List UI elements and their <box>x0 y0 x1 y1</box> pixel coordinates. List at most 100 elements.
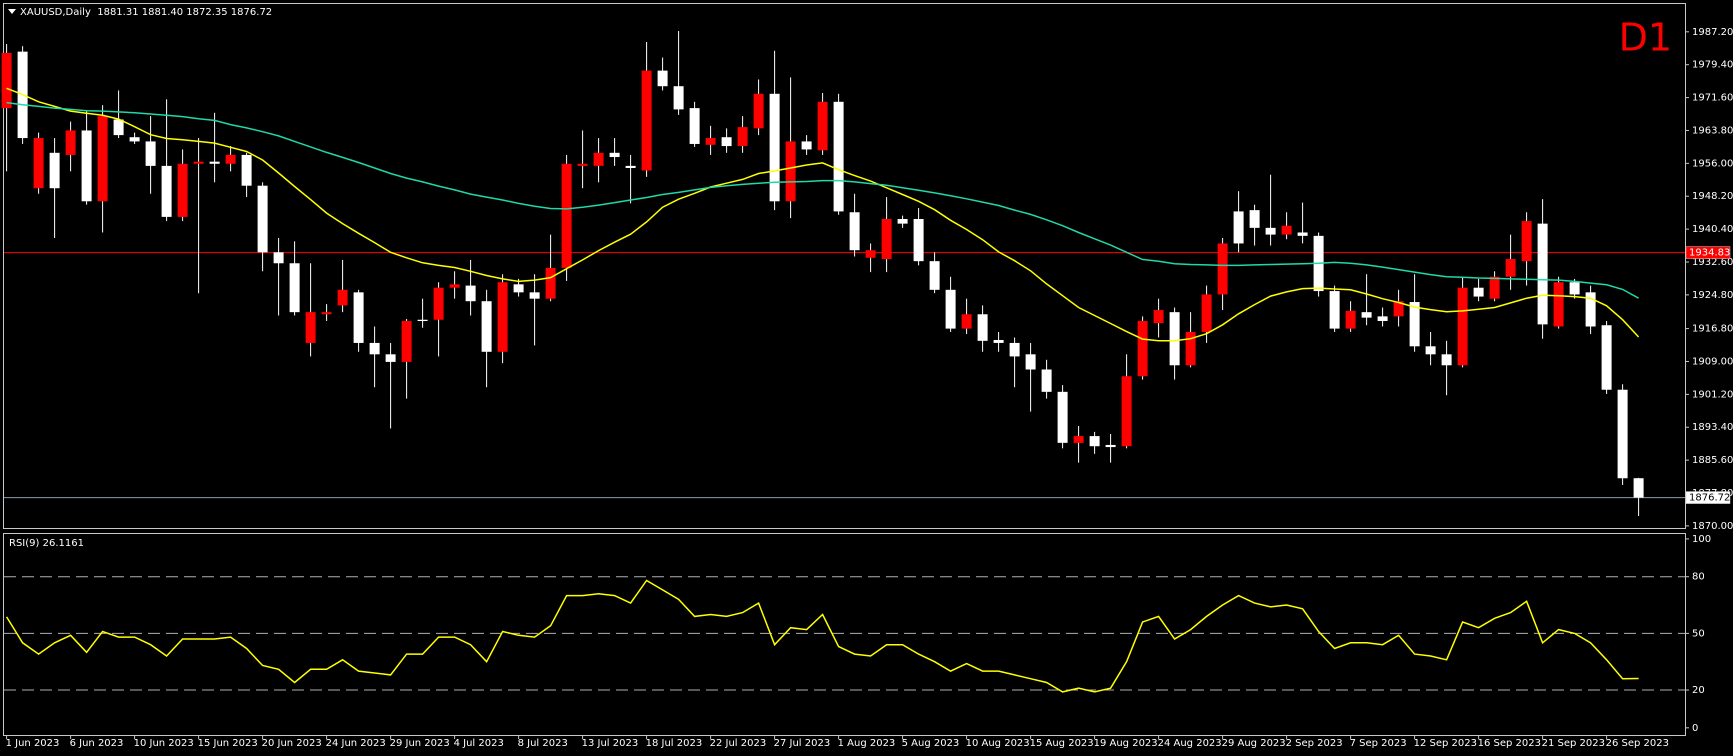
candle-body <box>977 314 988 341</box>
y-tick-label: 0 <box>1692 723 1698 734</box>
candle-body <box>1057 391 1068 443</box>
x-tick-label: 2 Sep 2023 <box>1286 738 1343 749</box>
price-tag-label: 1934.83 <box>1689 248 1730 259</box>
price-tag-label: 1876.72 <box>1689 493 1730 504</box>
candle-body <box>353 292 364 343</box>
y-tick-label: 1870.00 <box>1692 521 1733 532</box>
candle-body <box>1377 316 1388 322</box>
candle-body <box>993 339 1004 343</box>
candle-body <box>625 165 636 168</box>
candle-body <box>1169 312 1180 366</box>
y-tick-label: 1987.20 <box>1692 27 1733 38</box>
x-tick-label: 29 Jun 2023 <box>390 738 450 749</box>
candle-body <box>33 138 44 189</box>
candle-body <box>97 116 108 202</box>
x-tick-label: 24 Aug 2023 <box>1158 738 1222 749</box>
candle-body <box>177 163 188 217</box>
x-tick-label: 22 Jul 2023 <box>710 738 767 749</box>
candle-body <box>705 138 716 145</box>
candle-body <box>1185 331 1196 366</box>
y-tick-label: 80 <box>1692 572 1705 583</box>
candle-body <box>849 212 860 251</box>
candle-body <box>1441 354 1452 366</box>
x-tick-label: 7 Sep 2023 <box>1350 738 1407 749</box>
candle-body <box>1425 346 1436 355</box>
candle-body <box>129 137 140 142</box>
candle-body <box>1617 389 1628 479</box>
y-tick-label: 1909.00 <box>1692 356 1733 367</box>
rsi-header: RSI(9) 26.1161 <box>9 538 84 549</box>
candle-body <box>833 101 844 212</box>
x-tick-label: 4 Jul 2023 <box>454 738 504 749</box>
candle-body <box>897 218 908 224</box>
candle-body <box>193 161 204 164</box>
y-tick-label: 20 <box>1692 685 1705 696</box>
x-tick-label: 10 Jun 2023 <box>134 738 194 749</box>
candle-body <box>273 252 284 264</box>
x-tick-label: 5 Aug 2023 <box>902 738 960 749</box>
y-tick-label: 1971.60 <box>1692 93 1733 104</box>
candle-body <box>1233 211 1244 244</box>
candle-body <box>81 130 92 202</box>
candle-body <box>1361 312 1372 318</box>
candle-body <box>449 284 460 288</box>
candle-body <box>1537 223 1548 325</box>
candle-body <box>1345 310 1356 329</box>
candle-body <box>577 163 588 166</box>
x-tick-label: 16 Sep 2023 <box>1478 738 1541 749</box>
x-tick-label: 13 Jul 2023 <box>582 738 639 749</box>
candle-body <box>161 165 172 217</box>
y-tick-label: 1893.40 <box>1692 422 1733 433</box>
chart-header: XAUUSD,Daily 1881.31 1881.40 1872.35 187… <box>20 7 272 18</box>
candle-body <box>785 141 796 202</box>
candle-body <box>241 154 252 186</box>
candle-body <box>1137 321 1148 377</box>
candle-body <box>641 70 652 171</box>
candle-body <box>545 267 556 299</box>
y-tick-label: 1932.60 <box>1692 257 1733 268</box>
candle-body <box>1105 444 1116 448</box>
candle-body <box>737 127 748 147</box>
candle-body <box>1601 325 1612 390</box>
y-tick-label: 1885.60 <box>1692 455 1733 466</box>
candle-body <box>593 152 604 166</box>
y-tick-label: 1916.80 <box>1692 324 1733 335</box>
candle-body <box>721 137 732 147</box>
y-tick-label: 1924.80 <box>1692 290 1733 301</box>
candle-body <box>753 93 764 129</box>
candle-body <box>1041 369 1052 392</box>
rsi-panel-frame <box>3 533 1686 736</box>
candle-body <box>1201 294 1212 332</box>
candle-body <box>1297 232 1308 236</box>
candle-body <box>945 289 956 329</box>
candle-body <box>1121 376 1132 447</box>
candle-body <box>817 101 828 151</box>
x-tick-label: 6 Jun 2023 <box>70 738 124 749</box>
candle-body <box>865 250 876 258</box>
candle-body <box>529 292 540 299</box>
candle-body <box>1585 292 1596 327</box>
candle-body <box>113 119 124 136</box>
candle-body <box>1009 342 1020 357</box>
candle-body <box>913 218 924 262</box>
price-tag <box>1685 491 1731 504</box>
y-tick-label: 1979.40 <box>1692 60 1733 71</box>
symbol-menu-arrow[interactable] <box>8 9 16 14</box>
x-tick-label: 10 Aug 2023 <box>966 738 1030 749</box>
x-tick-label: 18 Jul 2023 <box>646 738 703 749</box>
candle-body <box>65 130 76 155</box>
candle-body <box>769 93 780 202</box>
candle-body <box>1249 210 1260 228</box>
x-tick-label: 29 Aug 2023 <box>1222 738 1286 749</box>
candle-body <box>417 319 428 322</box>
candle-body <box>689 108 700 144</box>
price-tag <box>1685 246 1731 259</box>
candle-body <box>1633 478 1644 498</box>
candle-body <box>1329 291 1340 329</box>
x-tick-label: 1 Jun 2023 <box>6 738 60 749</box>
candle-body <box>1409 302 1420 347</box>
x-tick-label: 15 Aug 2023 <box>1030 738 1094 749</box>
candle-body <box>961 314 972 329</box>
